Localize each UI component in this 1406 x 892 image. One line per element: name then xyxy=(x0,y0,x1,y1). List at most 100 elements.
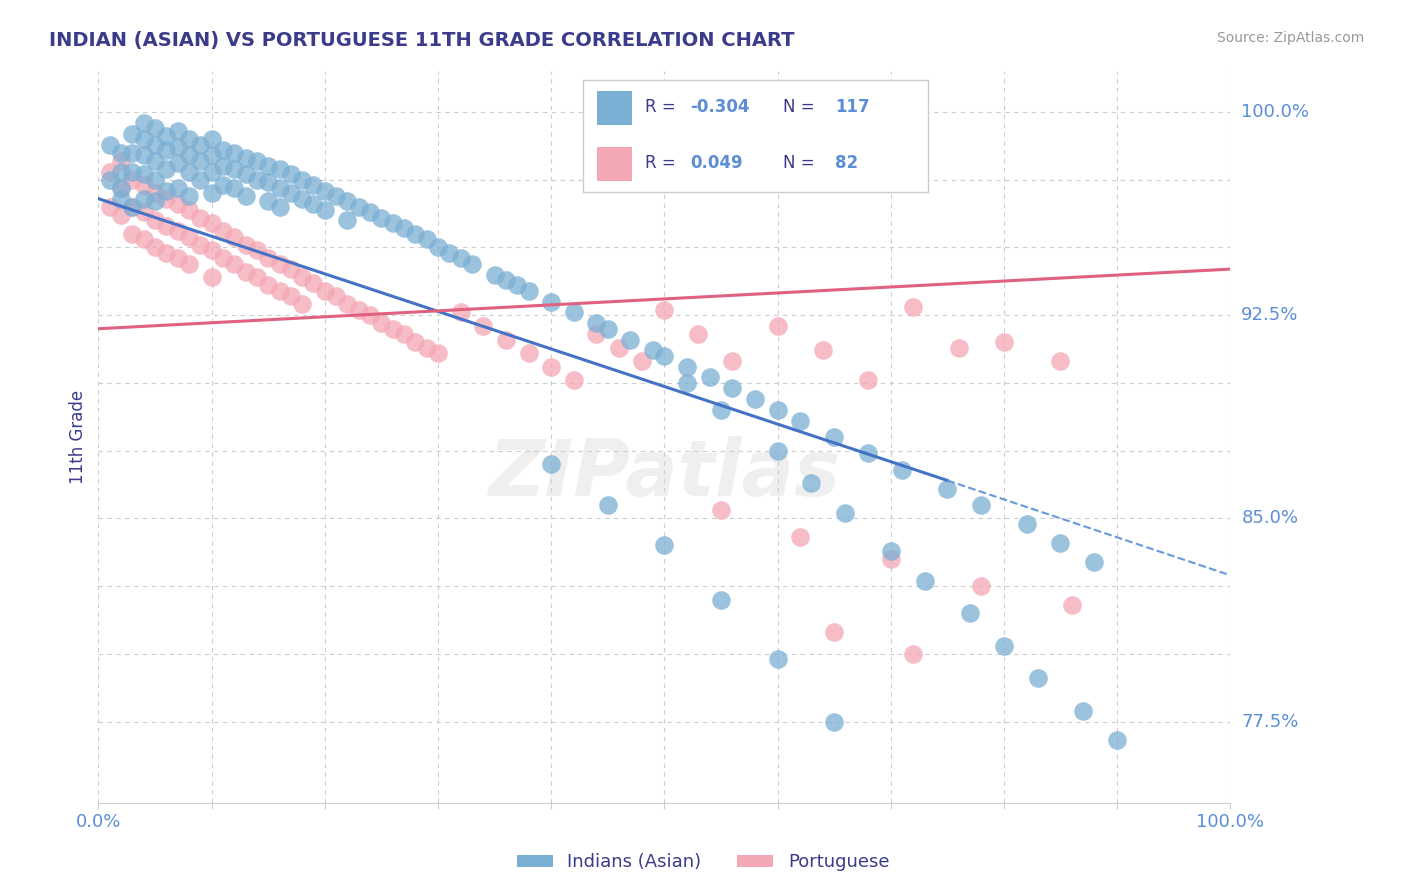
Point xyxy=(1107,733,1129,747)
Point xyxy=(166,252,188,266)
Point xyxy=(1071,704,1094,718)
Point xyxy=(585,316,607,330)
Point xyxy=(766,318,789,333)
Point xyxy=(177,148,200,162)
Point xyxy=(201,132,224,146)
Text: INDIAN (ASIAN) VS PORTUGUESE 11TH GRADE CORRELATION CHART: INDIAN (ASIAN) VS PORTUGUESE 11TH GRADE … xyxy=(49,31,794,50)
Point xyxy=(1026,671,1049,685)
Point xyxy=(110,153,132,168)
Point xyxy=(155,245,177,260)
Point xyxy=(641,343,664,358)
Point xyxy=(280,186,302,201)
Point xyxy=(257,176,280,190)
Point xyxy=(484,268,506,282)
Point xyxy=(880,544,903,558)
Point xyxy=(143,186,166,201)
Point xyxy=(370,316,392,330)
Point xyxy=(721,381,744,395)
Point xyxy=(811,343,834,358)
Point xyxy=(517,346,540,360)
Point xyxy=(177,229,200,244)
Point xyxy=(177,164,200,178)
Point xyxy=(562,373,585,387)
Point xyxy=(596,498,619,512)
Point xyxy=(155,192,177,206)
Point xyxy=(188,137,211,152)
Text: R =: R = xyxy=(645,98,682,116)
Point xyxy=(132,167,155,181)
Point xyxy=(280,262,302,277)
Point xyxy=(392,327,415,342)
Point xyxy=(652,538,676,552)
Point xyxy=(291,270,314,285)
Point xyxy=(427,240,450,254)
Point xyxy=(993,639,1015,653)
Point xyxy=(110,164,132,178)
Text: 77.5%: 77.5% xyxy=(1241,713,1299,731)
Point xyxy=(166,140,188,154)
Point xyxy=(121,227,143,241)
Point xyxy=(517,284,540,298)
Bar xyxy=(598,91,631,125)
Point xyxy=(370,211,392,225)
Point xyxy=(110,192,132,206)
Point xyxy=(415,341,437,355)
Point xyxy=(166,181,188,195)
Text: 92.5%: 92.5% xyxy=(1241,306,1299,324)
Point xyxy=(710,403,733,417)
Point xyxy=(1083,555,1105,569)
Point xyxy=(257,159,280,173)
Point xyxy=(143,172,166,186)
Point xyxy=(903,300,925,314)
Point xyxy=(336,213,359,227)
Point xyxy=(224,161,246,176)
Point xyxy=(235,265,257,279)
Point xyxy=(280,289,302,303)
Point xyxy=(688,327,710,342)
Point xyxy=(495,273,517,287)
Point xyxy=(596,322,619,336)
Point xyxy=(1049,354,1071,368)
Text: 117: 117 xyxy=(835,98,869,116)
Point xyxy=(540,359,562,374)
Point xyxy=(891,462,914,476)
Point xyxy=(359,205,381,219)
Point xyxy=(619,333,641,347)
Point xyxy=(110,145,132,160)
Point xyxy=(212,178,235,193)
Point xyxy=(121,200,143,214)
Point xyxy=(143,194,166,209)
Point xyxy=(744,392,766,406)
Point xyxy=(856,446,879,460)
Point xyxy=(540,294,562,309)
Point xyxy=(404,227,426,241)
Point xyxy=(132,232,155,246)
Point xyxy=(269,161,291,176)
Point xyxy=(143,121,166,136)
Point xyxy=(392,221,415,235)
Text: 82: 82 xyxy=(835,153,858,172)
Point xyxy=(710,592,733,607)
Point xyxy=(291,192,314,206)
Point xyxy=(336,297,359,311)
Point xyxy=(201,270,224,285)
Point xyxy=(166,124,188,138)
Point xyxy=(201,216,224,230)
Point xyxy=(188,153,211,168)
Point xyxy=(766,652,789,666)
Point xyxy=(652,302,676,317)
Point xyxy=(269,284,291,298)
Point xyxy=(188,211,211,225)
Point xyxy=(155,161,177,176)
Point xyxy=(495,333,517,347)
Point xyxy=(721,354,744,368)
Point xyxy=(710,503,733,517)
Point xyxy=(212,159,235,173)
Point xyxy=(1015,516,1038,531)
Point xyxy=(224,257,246,271)
Point xyxy=(336,194,359,209)
Point xyxy=(506,278,529,293)
Point xyxy=(347,200,370,214)
Point xyxy=(121,145,143,160)
Point xyxy=(98,172,121,186)
